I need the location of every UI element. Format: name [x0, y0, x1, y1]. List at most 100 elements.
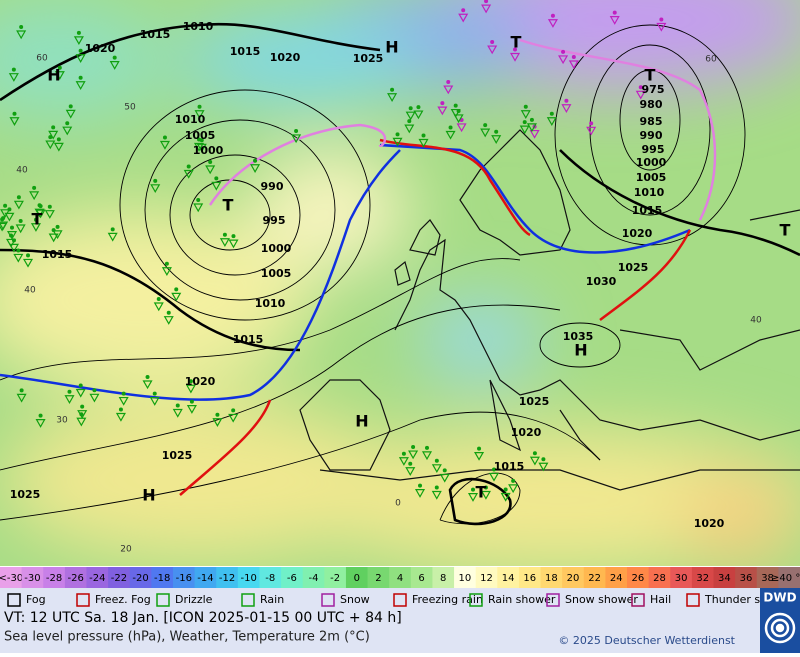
scale-label: -18 [154, 573, 170, 584]
scale-label: 18 [545, 573, 558, 584]
pressure-center: T [32, 210, 43, 229]
scale-cell [562, 567, 585, 588]
scale-cell [648, 567, 671, 588]
scale-cell [43, 567, 66, 588]
scale-cell [670, 567, 693, 588]
precip-dot [145, 374, 150, 379]
precip-dot [65, 121, 70, 126]
precip-dot [564, 98, 569, 103]
legend-label: Freezing rain [412, 593, 483, 606]
isobar-label: 1010 [175, 113, 206, 126]
shower-symbol [185, 384, 196, 394]
shower-symbol [13, 200, 24, 210]
shower-symbol [89, 393, 100, 403]
shower-symbol [212, 418, 223, 427]
shower-symbol [508, 484, 519, 494]
logo-swirl [764, 612, 796, 644]
scale-cell [627, 567, 650, 588]
precip-dot [638, 85, 643, 90]
shower-symbol [387, 93, 398, 102]
pressure-center: T [645, 66, 656, 85]
precip-dot [38, 204, 43, 209]
precip-dot [612, 10, 617, 15]
precip-dot [390, 87, 395, 92]
shower-symbol [150, 184, 161, 194]
scale-cell [778, 567, 800, 588]
isobar-label: 1015 [42, 248, 73, 261]
scale-cell [108, 567, 131, 588]
fronts [0, 38, 717, 496]
scale-label: 14 [502, 573, 515, 584]
isobar-label: 1005 [261, 267, 292, 280]
shower-symbol [228, 413, 239, 423]
scale-cell [475, 567, 498, 588]
precip-dot [166, 310, 171, 315]
shower-symbol [456, 123, 467, 133]
precip-dot [16, 195, 21, 200]
precip-dot [448, 125, 453, 130]
precip-dot [92, 388, 97, 393]
shower-symbol [526, 123, 537, 133]
temperature-label: 60 [36, 54, 48, 64]
shower-symbol [445, 130, 456, 140]
precip-dot [491, 467, 496, 472]
scale-cell [86, 567, 109, 588]
scale-cell [691, 567, 715, 588]
legend-label: Rain [260, 593, 284, 606]
scale-cell [583, 567, 606, 588]
shower-symbol [211, 181, 222, 191]
precip-dot [162, 135, 167, 140]
isobar-label: 1025 [162, 449, 193, 462]
scale-label: 24 [610, 573, 623, 584]
shower-symbol [193, 203, 204, 213]
precip-dot [549, 111, 554, 116]
precip-dot [589, 121, 594, 126]
precip-dot [571, 54, 576, 59]
scale-label: -28 [46, 573, 62, 584]
legend-label: Fog [26, 593, 46, 606]
precip-dot [188, 379, 193, 384]
shower-symbol [163, 316, 174, 325]
legend-label: Freez. Fog [95, 593, 151, 606]
scale-label: -12 [219, 573, 235, 584]
precip-dot [484, 0, 489, 4]
precip-dot [152, 391, 157, 396]
legend-icon [686, 593, 700, 607]
shower-symbol [408, 450, 419, 460]
precip-dot [434, 485, 439, 490]
precip-dot [529, 117, 534, 122]
isobar-label: 1005 [185, 129, 216, 142]
precip-dot [416, 105, 421, 110]
precip-dot [440, 101, 445, 106]
isobar-label: 1000 [261, 242, 292, 255]
shower-symbol [48, 233, 59, 243]
scale-cell [0, 567, 23, 588]
precip-dot [446, 80, 451, 85]
shower-symbol [65, 109, 76, 119]
precip-dot [19, 25, 24, 30]
legend-icon [393, 593, 407, 607]
shower-symbol [75, 54, 86, 63]
shower-symbol [558, 55, 569, 65]
precip-dot [408, 106, 413, 111]
main-isobars [0, 22, 800, 526]
shower-symbol [467, 493, 479, 502]
shower-symbol [13, 253, 24, 263]
shower-symbol [458, 13, 469, 23]
precip-dot [401, 451, 406, 456]
temperature-label: 20 [120, 545, 132, 555]
precip-dot [78, 75, 83, 80]
shower-symbol [520, 110, 531, 119]
pressure-center: T [511, 33, 522, 52]
precip-dot [32, 185, 37, 190]
precip-dot [442, 468, 447, 473]
precip-dot [47, 204, 52, 209]
precip-dot [76, 30, 81, 35]
scale-cell [237, 567, 260, 588]
shower-symbol [586, 126, 597, 136]
precip-dot [513, 47, 518, 52]
temperature-label: 50 [124, 103, 136, 113]
precip-dot [78, 48, 83, 53]
precip-dot [19, 388, 24, 393]
temperature-label: 0 [395, 499, 401, 509]
